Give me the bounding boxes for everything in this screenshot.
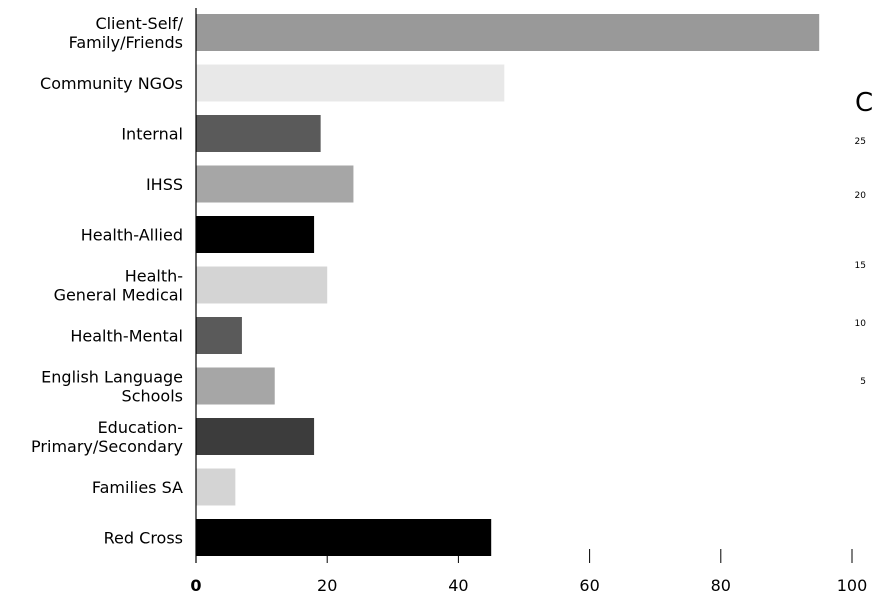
side-chart-partial: C 25 20 15 10 5 — [855, 88, 872, 387]
category-label-line: General Medical — [54, 286, 183, 305]
x-tick-label: 20 — [317, 576, 337, 595]
x-tick-label: 100 — [837, 576, 868, 595]
side-chart-y-tick: 20 — [855, 191, 867, 201]
x-axis-ticks: 0 20 40 60 80 100 — [190, 549, 867, 595]
category-label-3: IHSS — [146, 175, 183, 194]
bar-9 — [196, 468, 236, 506]
category-label-line: Red Cross — [104, 529, 183, 548]
bar-7 — [196, 367, 275, 405]
x-tick-label: 0 — [190, 576, 201, 595]
x-tick-label: 40 — [448, 576, 468, 595]
category-label-7: English Language Schools — [41, 368, 183, 406]
category-label-1: Community NGOs — [40, 74, 183, 93]
category-label-2: Internal — [121, 125, 183, 144]
category-label-5: Health-General Medical — [54, 267, 183, 305]
bars-group — [196, 14, 820, 556]
side-chart-y-tick: 15 — [855, 261, 866, 271]
category-label-line: Family/Friends — [69, 33, 183, 52]
category-label-line: Internal — [121, 125, 183, 144]
category-label-line: Health-Mental — [70, 327, 183, 346]
side-chart-title-fragment: C — [855, 88, 872, 118]
category-label-line: English Language — [41, 368, 183, 387]
side-chart-y-tick: 10 — [855, 319, 867, 329]
category-label-line: Community NGOs — [40, 74, 183, 93]
bar-8 — [196, 418, 315, 455]
category-label-line: Education- — [98, 418, 183, 437]
category-label-line: Primary/Secondary — [31, 437, 183, 456]
category-label-6: Health-Mental — [70, 327, 183, 346]
bar-2 — [196, 115, 321, 152]
x-tick-label: 60 — [579, 576, 599, 595]
side-chart-y-tick: 25 — [855, 137, 866, 147]
category-label-4: Health-Allied — [81, 226, 183, 245]
bar-6 — [196, 317, 242, 354]
bar-0 — [196, 14, 820, 51]
category-label-line: Schools — [122, 387, 183, 406]
category-label-line: IHSS — [146, 175, 183, 194]
bar-1 — [196, 64, 505, 102]
category-label-line: Client-Self/ — [95, 14, 183, 33]
category-label-line: Families SA — [92, 478, 183, 497]
side-chart-y-tick: 5 — [860, 377, 866, 387]
bar-3 — [196, 165, 354, 203]
bar-10 — [196, 519, 492, 556]
bar-4 — [196, 216, 315, 253]
x-tick-label: 80 — [711, 576, 731, 595]
category-label-line: Health- — [125, 267, 183, 286]
category-label-line: Health-Allied — [81, 226, 183, 245]
category-label-9: Families SA — [92, 478, 183, 497]
category-label-8: Education-Primary/Secondary — [31, 418, 183, 456]
category-label-10: Red Cross — [104, 529, 183, 548]
bar-5 — [196, 266, 328, 304]
category-labels: Client-Self/Family/Friends Community NGOs… — [31, 14, 184, 548]
category-label-0: Client-Self/Family/Friends — [69, 14, 184, 52]
